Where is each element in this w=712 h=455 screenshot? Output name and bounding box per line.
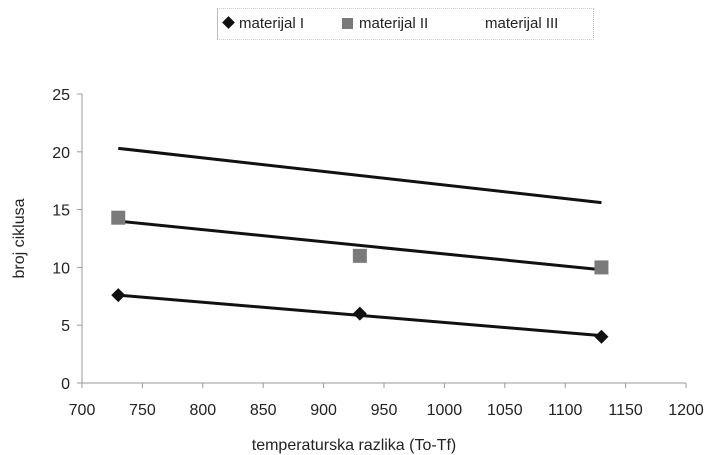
- data-point-series-1: [594, 329, 609, 344]
- data-point-series-1: [111, 288, 126, 303]
- x-tick-label: 750: [129, 402, 156, 419]
- y-tick-label: 25: [52, 87, 70, 104]
- legend-label-materijal-ii: materijal II: [359, 15, 429, 32]
- legend-label-materijal-i: materijal I: [239, 15, 305, 32]
- x-tick-label: 1200: [668, 402, 704, 419]
- data-point-series-2: [352, 248, 367, 263]
- square-marker-icon: [342, 18, 353, 29]
- x-tick-label: 1000: [427, 402, 463, 419]
- y-tick-label: 10: [52, 260, 70, 277]
- diamond-marker-icon: [222, 16, 235, 29]
- data-point-series-1: [352, 306, 367, 321]
- x-tick-label: 1150: [608, 402, 643, 419]
- x-tick-label: 700: [69, 402, 96, 419]
- y-tick-label: 0: [61, 376, 70, 393]
- trendline-series-3: [118, 146, 602, 205]
- x-tick-label: 1050: [487, 402, 523, 419]
- x-axis-title: temperaturska razlika (To-Tf): [252, 437, 457, 454]
- y-tick-label: 5: [61, 318, 70, 335]
- trendline-series-2: [118, 219, 602, 272]
- legend-label-materijal-iii: materijal III: [485, 15, 559, 32]
- y-tick-label: 15: [52, 203, 70, 220]
- x-tick-label: 900: [310, 402, 337, 419]
- x-tick-label: 1100: [548, 402, 583, 419]
- x-tick-label: 850: [250, 402, 277, 419]
- legend-item-materijal-iii: materijal III: [468, 15, 558, 32]
- no-marker-icon: [468, 17, 479, 28]
- legend: materijal I materijal II materijal III: [217, 8, 594, 40]
- data-point-series-2: [594, 260, 609, 275]
- y-tick-label: 20: [52, 145, 70, 162]
- data-point-series-2: [111, 210, 126, 225]
- x-tick-label: 950: [371, 402, 398, 419]
- y-axis-title: broj ciklusa: [11, 198, 28, 278]
- legend-item-materijal-i: materijal I: [222, 15, 305, 32]
- x-tick-label: 800: [189, 402, 216, 419]
- legend-item-materijal-ii: materijal II: [342, 15, 428, 32]
